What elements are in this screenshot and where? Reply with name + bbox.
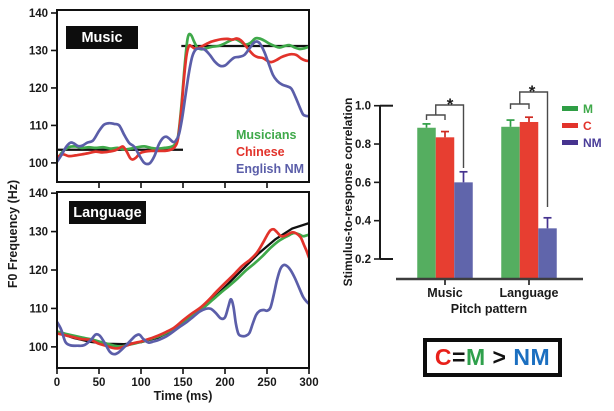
x-tick-label: 100 <box>131 377 150 389</box>
sig-bracket-main <box>519 91 549 207</box>
category-label-language: Language <box>499 286 558 300</box>
bar-m-music <box>417 127 436 278</box>
y-tick-label: 130 <box>29 227 48 239</box>
legend-item-nm: NM <box>562 134 602 151</box>
bar-y-tick-label: 0.8 <box>355 139 372 151</box>
series-english-nm <box>56 40 310 166</box>
legend-item-chinese: Chinese <box>236 145 285 159</box>
series-chinese <box>56 227 310 350</box>
nm-swatch-icon <box>562 139 578 146</box>
plot-frame <box>56 9 310 183</box>
music-line-chart: 100 110 120 130 140 <box>29 8 310 188</box>
bar-m-language <box>501 126 520 278</box>
x-tick-label: 200 <box>215 377 234 389</box>
series-english-nm <box>56 263 310 356</box>
x-tick-label: 250 <box>257 377 276 389</box>
y-tick-label: 120 <box>29 83 48 95</box>
correlation-bar-chart: 0.2 0.4 0.6 0.8 1.0 Music Language Pitch patter… <box>355 82 583 316</box>
legend-label-nm: NM <box>583 135 602 150</box>
legend-item-english-nm: English NM <box>236 162 305 176</box>
y-tick-label: 110 <box>29 303 48 315</box>
legend-label-m: M <box>583 101 593 116</box>
bar-y-tick-label: 0.6 <box>355 177 371 189</box>
x-tick-label: 300 <box>299 377 318 389</box>
sig-bracket-pair <box>425 114 446 120</box>
bar-chart-legend: M C NM <box>562 100 602 151</box>
language-line-chart: 100 110 120 130 140 0 50 100 150 200 250 300 <box>29 188 319 389</box>
correlation-axis-label: Stimulus-to-response correlation <box>341 98 355 287</box>
x-tick-label: 50 <box>93 377 106 389</box>
bar-nm-language <box>538 228 557 278</box>
language-panel-title: Language <box>69 201 146 224</box>
legend-item-m: M <box>562 100 602 117</box>
y-tick-label: 130 <box>29 45 48 57</box>
x-tick-label: 150 <box>173 377 192 389</box>
equation-part-m: M <box>465 344 486 370</box>
series-musicians <box>56 231 310 348</box>
f0-frequency-axis-label: F0 Frequency (Hz) <box>6 180 20 288</box>
legend-item-c: C <box>562 117 602 134</box>
line-chart-legend: Musicians Chinese English NM <box>236 127 304 178</box>
equation-box: C = M > NM <box>423 338 562 377</box>
pitch-pattern-axis-label: Pitch pattern <box>451 302 527 316</box>
y-tick-label: 120 <box>29 265 48 277</box>
equation-part-nm: NM <box>513 344 551 370</box>
equation-part-c: C <box>434 344 452 370</box>
sig-bracket-pair <box>509 103 530 109</box>
category-label-music: Music <box>427 286 462 300</box>
equation-part-equals: = <box>452 344 466 370</box>
bar-y-tick-label: 0.2 <box>355 254 371 266</box>
c-swatch-icon <box>562 122 578 129</box>
equation-part-gt: > <box>485 344 514 370</box>
music-panel-title: Music <box>66 26 138 49</box>
bar-c-language <box>519 121 539 278</box>
bar-y-tick-label: 0.4 <box>355 216 372 228</box>
y-tick-label: 140 <box>29 8 48 20</box>
time-axis-label: Time (ms) <box>154 389 213 403</box>
bar-c-music <box>435 137 455 278</box>
y-tick-label: 140 <box>29 188 48 200</box>
significance-star: * <box>447 95 454 114</box>
bar-y-tick-label: 1.0 <box>355 101 371 113</box>
y-tick-label: 100 <box>29 158 48 170</box>
sig-bracket-main <box>435 104 465 168</box>
legend-item-musicians: Musicians <box>236 128 297 142</box>
bar-nm-music <box>454 182 473 278</box>
y-tick-label: 100 <box>29 342 48 354</box>
y-tick-label: 110 <box>29 120 48 132</box>
m-swatch-icon <box>562 105 578 112</box>
legend-label-c: C <box>583 118 592 133</box>
x-tick-label: 0 <box>54 377 60 389</box>
plot-frame <box>56 191 310 369</box>
series-musicians <box>56 32 310 162</box>
significance-star: * <box>529 82 536 101</box>
